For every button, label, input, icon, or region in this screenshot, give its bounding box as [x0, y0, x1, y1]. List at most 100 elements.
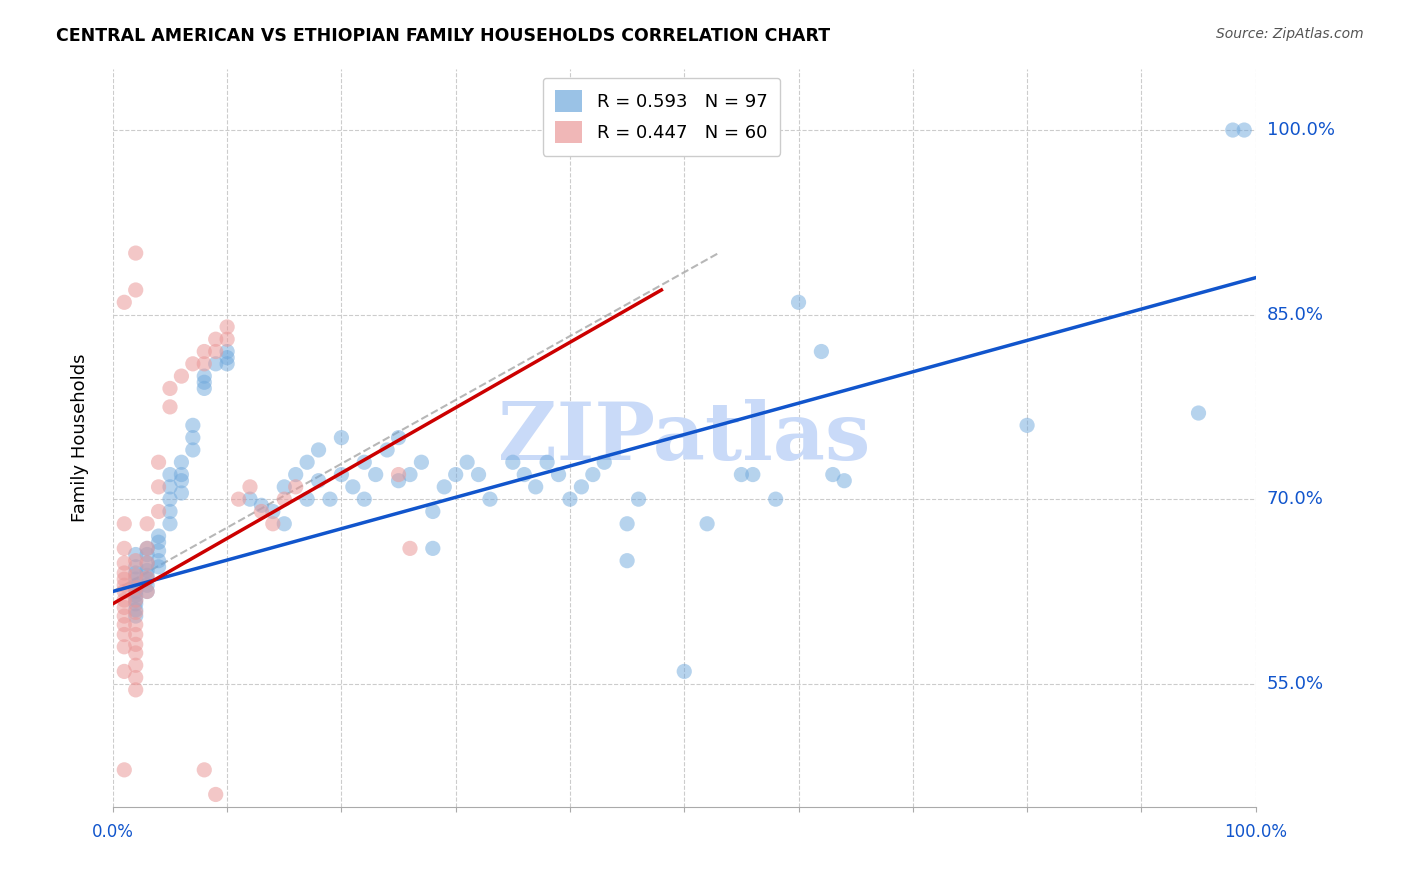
Ethiopians: [112, 627, 135, 641]
Central Americans: [170, 455, 193, 469]
Central Americans: [422, 541, 444, 556]
Central Americans: [148, 529, 170, 543]
Central Americans: [181, 431, 204, 445]
Ethiopians: [217, 319, 239, 334]
Central Americans: [582, 467, 605, 482]
Central Americans: [524, 480, 547, 494]
Ethiopians: [399, 541, 422, 556]
Central Americans: [148, 544, 170, 558]
Central Americans: [125, 593, 148, 607]
Central Americans: [125, 578, 148, 592]
Central Americans: [616, 554, 638, 568]
Ethiopians: [125, 581, 148, 595]
Ethiopians: [112, 584, 135, 599]
Ethiopians: [112, 516, 135, 531]
Ethiopians: [193, 763, 215, 777]
Central Americans: [558, 492, 581, 507]
Central Americans: [295, 455, 318, 469]
Ethiopians: [159, 400, 181, 414]
Ethiopians: [148, 455, 170, 469]
Central Americans: [627, 492, 650, 507]
Central Americans: [159, 504, 181, 518]
Central Americans: [148, 535, 170, 549]
Central Americans: [364, 467, 387, 482]
Central Americans: [536, 455, 558, 469]
Central Americans: [250, 498, 273, 512]
Ethiopians: [136, 541, 159, 556]
Central Americans: [673, 665, 696, 679]
Ethiopians: [112, 541, 135, 556]
Ethiopians: [112, 763, 135, 777]
Central Americans: [593, 455, 616, 469]
Ethiopians: [204, 788, 226, 802]
Central Americans: [181, 442, 204, 457]
Central Americans: [262, 504, 284, 518]
Ethiopians: [136, 571, 159, 585]
Central Americans: [217, 357, 239, 371]
Text: Source: ZipAtlas.com: Source: ZipAtlas.com: [1216, 27, 1364, 41]
Central Americans: [308, 474, 330, 488]
Central Americans: [136, 556, 159, 570]
Text: 55.0%: 55.0%: [1267, 674, 1324, 693]
Central Americans: [616, 516, 638, 531]
Central Americans: [125, 588, 148, 602]
Central Americans: [387, 474, 409, 488]
Central Americans: [571, 480, 593, 494]
Central Americans: [125, 581, 148, 595]
Ethiopians: [125, 606, 148, 620]
Ethiopians: [204, 332, 226, 346]
Ethiopians: [262, 516, 284, 531]
Ethiopians: [112, 609, 135, 624]
Central Americans: [342, 480, 364, 494]
Ethiopians: [193, 357, 215, 371]
Ethiopians: [217, 332, 239, 346]
Central Americans: [159, 492, 181, 507]
Ethiopians: [112, 578, 135, 592]
Central Americans: [411, 455, 433, 469]
Ethiopians: [284, 480, 307, 494]
Ethiopians: [112, 295, 135, 310]
Central Americans: [330, 431, 353, 445]
Central Americans: [387, 431, 409, 445]
Ethiopians: [112, 566, 135, 580]
Central Americans: [217, 344, 239, 359]
Ethiopians: [125, 568, 148, 582]
Central Americans: [136, 584, 159, 599]
Central Americans: [1017, 418, 1039, 433]
Ethiopians: [181, 357, 204, 371]
Central Americans: [125, 559, 148, 574]
Central Americans: [308, 442, 330, 457]
Central Americans: [353, 455, 375, 469]
Central Americans: [136, 568, 159, 582]
Central Americans: [730, 467, 752, 482]
Central Americans: [832, 474, 855, 488]
Central Americans: [148, 559, 170, 574]
Text: 100.0%: 100.0%: [1225, 823, 1286, 841]
Central Americans: [125, 572, 148, 586]
Ethiopians: [125, 646, 148, 660]
Ethiopians: [112, 556, 135, 570]
Central Americans: [159, 467, 181, 482]
Central Americans: [136, 578, 159, 592]
Ethiopians: [112, 572, 135, 586]
Y-axis label: Family Households: Family Households: [72, 353, 89, 522]
Central Americans: [478, 492, 501, 507]
Ethiopians: [125, 554, 148, 568]
Central Americans: [159, 480, 181, 494]
Central Americans: [181, 418, 204, 433]
Ethiopians: [125, 682, 148, 697]
Ethiopians: [112, 600, 135, 615]
Central Americans: [170, 467, 193, 482]
Central Americans: [330, 467, 353, 482]
Central Americans: [810, 344, 832, 359]
Ethiopians: [125, 593, 148, 607]
Ethiopians: [125, 658, 148, 673]
Ethiopians: [112, 593, 135, 607]
Central Americans: [444, 467, 467, 482]
Central Americans: [284, 467, 307, 482]
Central Americans: [399, 467, 422, 482]
Ethiopians: [148, 480, 170, 494]
Ethiopians: [136, 584, 159, 599]
Central Americans: [353, 492, 375, 507]
Ethiopians: [112, 640, 135, 654]
